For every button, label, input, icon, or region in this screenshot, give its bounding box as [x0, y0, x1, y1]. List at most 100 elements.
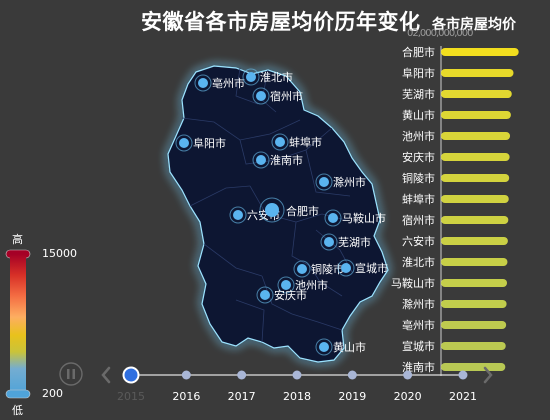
bar-category-label: 淮北市 — [402, 255, 435, 269]
city-label: 马鞍山市 — [342, 211, 386, 225]
city-label: 黄山市 — [333, 340, 366, 354]
city-marker-ring — [271, 133, 289, 151]
bar-category-label: 亳州市 — [402, 318, 435, 332]
city-marker-ring — [175, 134, 193, 152]
city-label: 滁州市 — [333, 175, 366, 189]
city-marker[interactable] — [324, 237, 334, 247]
city-marker[interactable] — [297, 264, 307, 274]
city-marker-ring — [337, 259, 355, 277]
bar[interactable] — [441, 279, 508, 287]
bar[interactable] — [441, 216, 509, 224]
timeline-year-label[interactable]: 2021 — [449, 390, 477, 403]
city-marker[interactable] — [256, 91, 266, 101]
city-marker-ring — [252, 87, 270, 105]
city-marker[interactable] — [265, 203, 279, 217]
city-marker[interactable] — [260, 290, 270, 300]
city-marker-ring — [315, 338, 333, 356]
bar[interactable] — [441, 321, 507, 329]
city-marker[interactable] — [319, 177, 329, 187]
city-marker[interactable] — [198, 78, 208, 88]
city-marker[interactable] — [233, 210, 243, 220]
bar-chart-title: 各市房屋均价 — [432, 17, 516, 33]
city-marker[interactable] — [246, 72, 256, 82]
city-marker[interactable] — [319, 342, 329, 352]
chevron-right-icon[interactable] — [483, 366, 493, 384]
visual-map-low-label: 低 — [12, 404, 23, 417]
visual-map-max-value: 15000 — [42, 247, 77, 260]
city-marker[interactable] — [328, 213, 338, 223]
city-marker[interactable] — [341, 263, 351, 273]
city-marker-ring — [320, 233, 338, 251]
city-label: 宣城市 — [355, 261, 388, 275]
city-marker-ring — [242, 68, 260, 86]
city-marker-ring — [324, 209, 342, 227]
visual-map-bar[interactable] — [10, 254, 26, 394]
bar-category-label: 铜陵市 — [402, 171, 435, 185]
bar-axis-labels: 02,000,000,000 — [407, 28, 474, 39]
bar[interactable] — [441, 69, 514, 77]
visual-map-min-value: 200 — [42, 387, 63, 400]
bar[interactable] — [441, 363, 506, 371]
city-marker-ring — [252, 151, 270, 169]
bar[interactable] — [441, 258, 508, 266]
pause-icon-bar-right — [72, 369, 75, 379]
timeline-point[interactable] — [292, 370, 302, 380]
timeline: 2015 2016 2017 2018 2019 2020 2021 — [59, 362, 493, 403]
bar-category-label: 池州市 — [402, 129, 435, 143]
city-marker[interactable] — [256, 155, 266, 165]
bar[interactable] — [441, 111, 511, 119]
bar-category-label: 蚌埠市 — [402, 192, 435, 206]
city-label: 淮南市 — [270, 153, 303, 167]
timeline-point[interactable] — [237, 370, 247, 380]
timeline-point[interactable] — [347, 370, 357, 380]
city-marker-ring — [256, 286, 274, 304]
timeline-year-label[interactable]: 2018 — [283, 390, 311, 403]
city-label: 芜湖市 — [338, 235, 371, 249]
city-marker-ring — [194, 74, 212, 92]
bar[interactable] — [441, 90, 512, 98]
timeline-current-marker[interactable] — [122, 366, 140, 384]
bar[interactable] — [441, 237, 508, 245]
timeline-year-label[interactable]: 2016 — [172, 390, 200, 403]
bar-category-label: 黄山市 — [402, 108, 435, 122]
pause-icon-bar-left — [67, 369, 70, 379]
bar[interactable] — [441, 300, 507, 308]
chevron-left-icon[interactable] — [101, 366, 111, 384]
bar[interactable] — [441, 195, 509, 203]
city-label: 安庆市 — [274, 288, 307, 302]
city-label: 淮北市 — [260, 70, 293, 84]
city-marker[interactable] — [179, 138, 189, 148]
bar[interactable] — [441, 342, 506, 350]
city-label: 亳州市 — [212, 76, 245, 90]
bar-category-label: 宿州市 — [402, 213, 435, 227]
bar-category-label: 马鞍山市 — [391, 276, 435, 290]
city-marker[interactable] — [275, 137, 285, 147]
timeline-point[interactable] — [458, 370, 468, 380]
timeline-year-label[interactable]: 2020 — [394, 390, 422, 403]
bar[interactable] — [441, 48, 519, 56]
timeline-year-label[interactable]: 2017 — [228, 390, 256, 403]
bar[interactable] — [441, 174, 510, 182]
city-marker-ring — [229, 206, 247, 224]
timeline-point[interactable] — [403, 370, 413, 380]
city-marker-ring — [259, 197, 285, 223]
pause-icon[interactable] — [59, 362, 83, 386]
bar-category-label: 安庆市 — [402, 150, 435, 164]
timeline-year-label[interactable]: 2015 — [117, 390, 145, 403]
bar[interactable] — [441, 132, 511, 140]
city-label: 合肥市 — [286, 204, 319, 218]
timeline-point[interactable] — [181, 370, 191, 380]
city-marker[interactable] — [281, 280, 291, 290]
bar-category-label: 宣城市 — [402, 339, 435, 353]
city-marker-ring — [293, 260, 311, 278]
city-label: 宿州市 — [270, 89, 303, 103]
visual-map-handle-bottom[interactable] — [5, 389, 31, 399]
timeline-year-label[interactable]: 2019 — [338, 390, 366, 403]
city-label: 铜陵市 — [311, 262, 344, 276]
bar[interactable] — [441, 153, 510, 161]
bar-category-label: 芜湖市 — [402, 87, 435, 101]
bar-chart: 合肥市阜阳市芜湖市黄山市池州市安庆市铜陵市蚌埠市宿州市六安市淮北市马鞍山市滁州市… — [391, 45, 519, 376]
city-label: 蚌埠市 — [289, 135, 322, 149]
